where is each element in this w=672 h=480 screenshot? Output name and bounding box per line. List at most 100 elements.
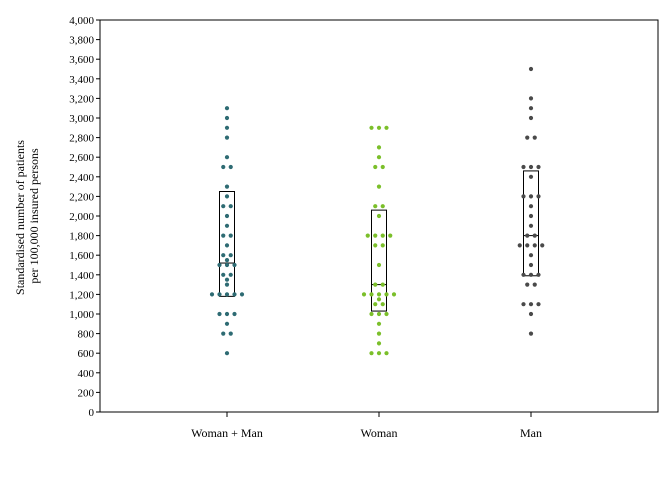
data-point (224, 258, 230, 263)
boxes-layer (219, 170, 539, 312)
data-point (361, 292, 367, 297)
data-point (384, 351, 389, 356)
data-point (228, 272, 233, 277)
data-point (521, 272, 526, 277)
data-point (224, 311, 230, 317)
data-point (376, 351, 382, 356)
data-point (376, 321, 382, 326)
data-point (536, 272, 541, 277)
y-tick-label: 200 (78, 387, 95, 399)
data-point (221, 253, 226, 258)
data-point (221, 272, 226, 277)
data-point (528, 311, 534, 317)
x-axis-ticks: Woman + Man Woman Man (191, 412, 542, 440)
data-point (528, 302, 534, 307)
data-point (224, 125, 230, 130)
y-tick-label: 800 (78, 329, 95, 341)
data-point (532, 243, 537, 248)
data-point (528, 106, 534, 111)
data-point (528, 272, 534, 277)
data-point (224, 351, 230, 356)
box-iqr (371, 209, 387, 312)
data-point (376, 155, 382, 160)
data-point (528, 213, 534, 219)
data-point (376, 292, 382, 297)
data-point (384, 292, 389, 297)
y-tick-label: 3,200 (69, 93, 94, 105)
data-point (232, 311, 237, 317)
data-point (376, 262, 382, 268)
data-point (528, 331, 534, 336)
data-point (525, 282, 530, 287)
y-axis-title-line1: Standardised number of patients (13, 140, 27, 295)
y-axis-title-line2: per 100,000 insured persons (27, 148, 41, 284)
data-point (384, 311, 389, 317)
data-point (224, 184, 230, 189)
data-point (380, 164, 385, 170)
data-point (369, 311, 374, 317)
data-point (217, 262, 222, 268)
data-point (228, 253, 233, 258)
data-point (525, 243, 530, 248)
data-point (376, 331, 382, 336)
data-point (228, 164, 233, 170)
data-point (221, 233, 226, 238)
data-point (376, 125, 382, 130)
data-point (224, 194, 230, 199)
data-point (239, 292, 245, 297)
y-tick-label: 3,600 (69, 54, 94, 66)
data-point (521, 164, 526, 170)
y-axis-title: Standardised number of patients per 100,… (13, 137, 41, 295)
data-point (380, 204, 385, 209)
data-point (536, 164, 541, 170)
data-point (224, 243, 230, 248)
data-point (528, 164, 534, 170)
data-point (536, 302, 541, 307)
data-point (380, 233, 385, 238)
category-label: Woman + Man (191, 426, 263, 440)
data-point (528, 194, 534, 199)
data-point (388, 233, 393, 238)
data-point (536, 194, 541, 199)
data-point (528, 253, 534, 258)
y-tick-label: 1,200 (69, 289, 94, 301)
data-point (232, 292, 237, 297)
data-point (380, 282, 385, 287)
y-tick-label: 400 (78, 368, 95, 380)
data-point (221, 164, 226, 170)
data-point (373, 302, 378, 307)
data-point (528, 115, 534, 121)
data-point (224, 282, 230, 287)
data-point (532, 233, 537, 238)
data-point (380, 302, 385, 307)
data-point (209, 292, 215, 297)
y-tick-label: 3,800 (69, 35, 94, 47)
data-point (224, 223, 230, 228)
y-tick-label: 3,000 (69, 113, 94, 125)
data-point (521, 302, 526, 307)
data-point (224, 277, 230, 282)
data-point (224, 292, 230, 297)
data-point (376, 145, 382, 150)
data-point (528, 204, 534, 209)
data-point (224, 262, 230, 268)
box-iqr (523, 170, 539, 277)
data-point (391, 292, 397, 297)
data-point (232, 262, 237, 268)
data-point (224, 115, 230, 121)
y-tick-label: 3,400 (69, 74, 94, 86)
data-point (525, 135, 530, 140)
data-point (525, 233, 530, 238)
y-tick-label: 1,800 (69, 231, 94, 243)
data-point (217, 311, 222, 317)
y-tick-label: 1,000 (69, 309, 94, 321)
data-point (532, 282, 537, 287)
y-tick-label: 2,600 (69, 152, 94, 164)
y-tick-label: 1,600 (69, 250, 94, 262)
data-point (217, 292, 222, 297)
y-tick-label: 0 (89, 407, 95, 419)
y-tick-label: 2,000 (69, 211, 94, 223)
data-point (365, 233, 370, 238)
y-axis-ticks: 0 200 400 600 800 1,000 1,200 1,400 1,600 1,800 2,… (69, 15, 100, 419)
